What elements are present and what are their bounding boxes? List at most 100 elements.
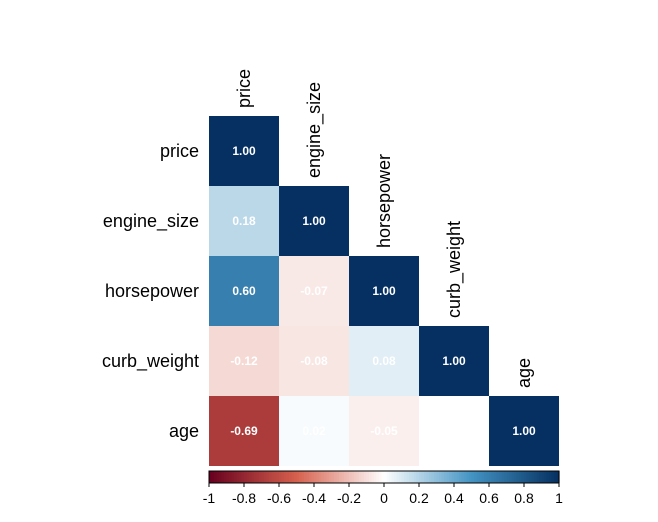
colorbar-segment bbox=[411, 471, 415, 483]
colorbar-segment bbox=[256, 471, 260, 483]
colorbar-segment bbox=[449, 471, 453, 483]
colorbar-segment bbox=[431, 471, 435, 483]
colorbar-segment bbox=[209, 471, 213, 483]
colorbar-segment bbox=[416, 471, 420, 483]
colorbar-segment bbox=[234, 471, 238, 483]
cell-label-age-horsepower: -0.05 bbox=[370, 424, 398, 438]
cell-label-engine_size-price: 0.18 bbox=[232, 214, 256, 228]
colorbar-segment bbox=[276, 471, 280, 483]
colorbar-segment bbox=[324, 471, 328, 483]
colorbar-segment bbox=[296, 471, 300, 483]
colorbar-segment bbox=[524, 471, 528, 483]
colorbar-segment bbox=[241, 471, 245, 483]
colorbar-segment bbox=[516, 471, 520, 483]
colorbar-segment bbox=[374, 471, 378, 483]
colorbar-segment bbox=[496, 471, 500, 483]
colorbar-segment bbox=[364, 471, 368, 483]
row-label-horsepower: horsepower bbox=[105, 281, 199, 301]
colorbar-segment bbox=[244, 471, 248, 483]
colorbar-segment bbox=[314, 471, 318, 483]
cell-label-horsepower-engine_size: -0.07 bbox=[300, 284, 328, 298]
colorbar-segment bbox=[271, 471, 275, 483]
colorbar-segment bbox=[529, 471, 533, 483]
colorbar-segment bbox=[526, 471, 530, 483]
colorbar-segment bbox=[316, 471, 320, 483]
colorbar-segment bbox=[321, 471, 325, 483]
colorbar-segment bbox=[446, 471, 450, 483]
colorbar-segment bbox=[511, 471, 515, 483]
colorbar-segment bbox=[491, 471, 495, 483]
colorbar-segment bbox=[354, 471, 358, 483]
colorbar-segment bbox=[376, 471, 380, 483]
colorbar-segment bbox=[481, 471, 485, 483]
column-label-horsepower: horsepower bbox=[374, 154, 394, 248]
colorbar-segment bbox=[421, 471, 425, 483]
colorbar-segment bbox=[386, 471, 390, 483]
colorbar-segment bbox=[259, 471, 263, 483]
colorbar-segment bbox=[521, 471, 525, 483]
colorbar-segment bbox=[331, 471, 335, 483]
colorbar-segment bbox=[469, 471, 473, 483]
colorbar-segment bbox=[216, 471, 220, 483]
colorbar-segment bbox=[466, 471, 470, 483]
colorbar-segment bbox=[211, 471, 215, 483]
colorbar-tick-label: 0.6 bbox=[479, 490, 499, 506]
colorbar-segment bbox=[229, 471, 233, 483]
colorbar-segment bbox=[359, 471, 363, 483]
colorbar-segment bbox=[396, 471, 400, 483]
colorbar-segment bbox=[344, 471, 348, 483]
colorbar-segment bbox=[399, 471, 403, 483]
colorbar-segment bbox=[281, 471, 285, 483]
colorbar-segment bbox=[289, 471, 293, 483]
colorbar-segment bbox=[326, 471, 330, 483]
colorbar-segment bbox=[366, 471, 370, 483]
colorbar-segment bbox=[226, 471, 230, 483]
colorbar-segment bbox=[224, 471, 228, 483]
colorbar-segment bbox=[544, 471, 548, 483]
colorbar-segment bbox=[424, 471, 428, 483]
colorbar-segment bbox=[221, 471, 225, 483]
colorbar-segment bbox=[371, 471, 375, 483]
colorbar-segment bbox=[489, 471, 493, 483]
colorbar: -1 -0.8 -0.6 -0.4 -0.2 0 0.2 0.4 0.6 0.8 1 bbox=[203, 470, 563, 506]
cell-label-horsepower-price: 0.60 bbox=[232, 284, 256, 298]
cell-label-age-price: -0.69 bbox=[230, 424, 258, 438]
colorbar-segment bbox=[499, 471, 503, 483]
cell-label-engine_size-engine_size: 1.00 bbox=[302, 214, 326, 228]
heatmap-cell-labels: 1.00 0.18 1.00 0.60 -0.07 1.00 -0.12 -0.08 0.08 1… bbox=[230, 144, 536, 438]
colorbar-segment bbox=[451, 471, 455, 483]
heatmap-cell-price-price bbox=[209, 116, 279, 186]
colorbar-tick-label: 0 bbox=[380, 490, 388, 506]
colorbar-tick-label: 0.4 bbox=[444, 490, 464, 506]
colorbar-segment bbox=[531, 471, 535, 483]
colorbar-segment bbox=[419, 471, 423, 483]
colorbar-segment bbox=[474, 471, 478, 483]
colorbar-segment bbox=[486, 471, 490, 483]
heatmap-cell-age-curb_weight bbox=[419, 396, 489, 466]
heatmap-cell-engine_size-engine_size bbox=[279, 186, 349, 256]
colorbar-segment bbox=[304, 471, 308, 483]
heatmap-cell-curb_weight-price bbox=[209, 326, 279, 396]
column-label-curb_weight: curb_weight bbox=[444, 221, 465, 318]
colorbar-segment bbox=[309, 471, 313, 483]
row-label-price: price bbox=[160, 141, 199, 161]
colorbar-segment bbox=[434, 471, 438, 483]
heatmap-cell-horsepower-engine_size bbox=[279, 256, 349, 326]
colorbar-segment bbox=[319, 471, 323, 483]
colorbar-segment bbox=[406, 471, 410, 483]
colorbar-segment bbox=[251, 471, 255, 483]
colorbar-segment bbox=[279, 471, 283, 483]
heatmap-cell-horsepower-price bbox=[209, 256, 279, 326]
colorbar-segment bbox=[471, 471, 475, 483]
heatmap-cell-curb_weight-curb_weight bbox=[419, 326, 489, 396]
colorbar-segment bbox=[551, 471, 555, 483]
colorbar-tick-label: -0.4 bbox=[302, 490, 326, 506]
colorbar-segment bbox=[361, 471, 365, 483]
cell-label-curb_weight-horsepower: 0.08 bbox=[372, 354, 396, 368]
colorbar-segment bbox=[501, 471, 505, 483]
heatmap-cell-age-engine_size bbox=[279, 396, 349, 466]
heatmap-cell-age-horsepower bbox=[349, 396, 419, 466]
